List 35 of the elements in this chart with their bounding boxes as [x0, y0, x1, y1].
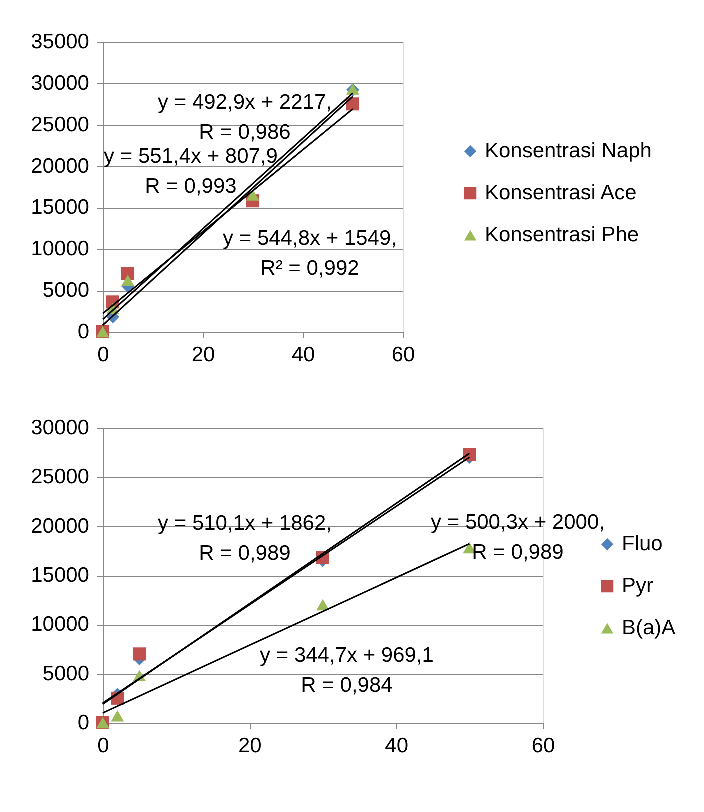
legend-label: Konsentrasi Ace	[485, 182, 637, 204]
legend-label: B(a)A	[622, 616, 676, 640]
y-tick-label: 25000	[31, 466, 90, 489]
annotation: y = 344,7x + 969,1 R = 0,984	[260, 644, 434, 697]
y-tick-label: 30000	[31, 72, 90, 95]
y-tick-label: 15000	[31, 196, 90, 220]
y-tick-label: 5000	[42, 279, 90, 302]
y-tick-label: 10000	[31, 238, 90, 261]
y-tick-label: 35000	[31, 30, 90, 54]
annotation: y = 510,1x + 1862, R = 0,989	[158, 512, 332, 565]
x-tick-label: 0	[98, 734, 110, 758]
legend-label: Pyr	[622, 574, 654, 598]
annotation: y = 500,3x + 2000, R = 0,989	[431, 511, 605, 564]
y-tick-label: 15000	[31, 564, 90, 587]
y-tick-label: 5000	[42, 662, 90, 686]
legend-label: Konsentrasi Naph	[485, 140, 652, 162]
annotation: y = 551,4x + 807,9 R = 0,993	[104, 145, 278, 198]
y-tick-label: 20000	[31, 154, 90, 178]
x-tick-label: 20	[192, 344, 216, 366]
y-tick-label: 25000	[31, 113, 90, 136]
annotation: y = 544,8x + 1549, R² = 0,992	[223, 227, 397, 280]
y-tick-label: 30000	[31, 416, 90, 440]
y-tick-label: 0	[78, 712, 90, 734]
x-tick-label: 40	[385, 734, 409, 758]
legend-label: Konsentrasi Phe	[485, 224, 640, 246]
y-tick-label: 0	[78, 320, 90, 344]
legend-label: Fluo	[622, 532, 663, 556]
y-tick-label: 20000	[31, 514, 90, 538]
x-tick-label: 0	[98, 344, 110, 366]
x-tick-label: 20	[238, 734, 262, 758]
x-tick-label: 60	[532, 734, 556, 758]
y-tick-label: 10000	[31, 613, 90, 636]
annotation: y = 492,9x + 2217, R = 0,986	[158, 91, 332, 144]
x-tick-label: 40	[292, 344, 316, 366]
x-tick-label: 60	[392, 344, 416, 366]
